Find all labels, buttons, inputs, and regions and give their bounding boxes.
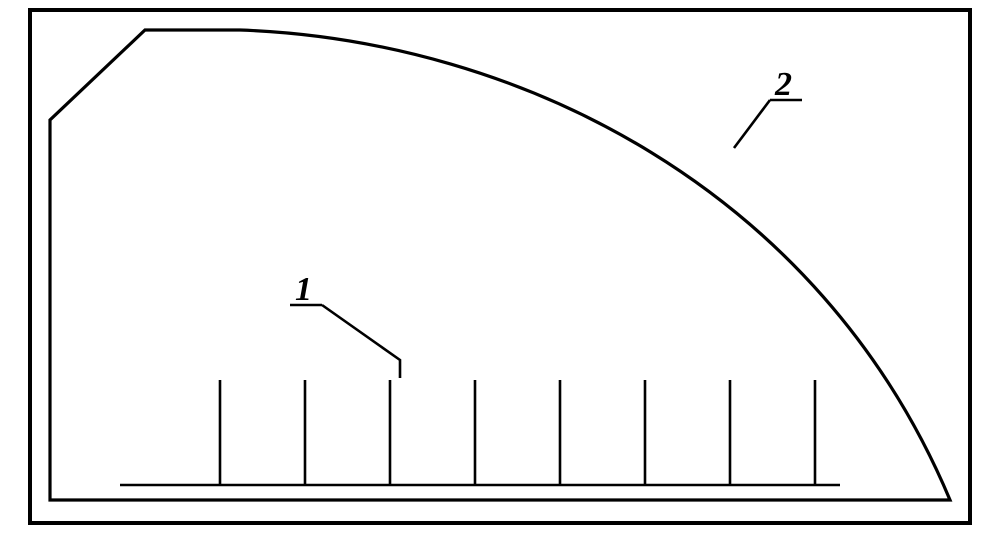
- label-1-leader: [322, 305, 400, 378]
- inner-ticks: [220, 380, 815, 485]
- label-1-text: 1: [295, 271, 312, 308]
- label-2-text: 2: [774, 66, 792, 103]
- callout-label-1: 1: [290, 271, 400, 378]
- label-2-leader: [734, 100, 770, 148]
- callout-label-2: 2: [734, 66, 802, 148]
- outer-frame: [30, 10, 970, 523]
